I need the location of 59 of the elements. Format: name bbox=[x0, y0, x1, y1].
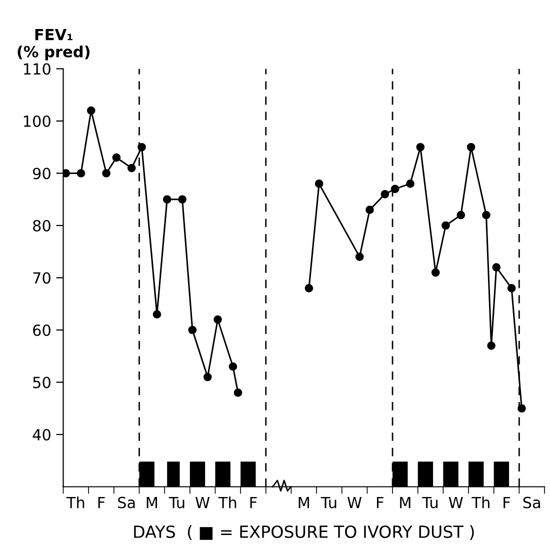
y-tick-label: 50 bbox=[33, 376, 50, 388]
point bbox=[112, 153, 121, 162]
point bbox=[380, 190, 390, 198]
point bbox=[162, 195, 172, 204]
point bbox=[214, 315, 222, 324]
x-tick-label: Th bbox=[218, 496, 236, 508]
point bbox=[203, 372, 212, 382]
x-tick-label: M bbox=[146, 496, 157, 508]
x-tick-label: F bbox=[250, 496, 257, 508]
y-tick-label: 80 bbox=[33, 220, 50, 232]
point bbox=[152, 310, 162, 318]
point bbox=[102, 169, 110, 178]
x-tick-label: M bbox=[400, 496, 410, 508]
x-tick-label: M bbox=[298, 496, 309, 508]
point bbox=[76, 169, 86, 178]
x-tick-label: W bbox=[347, 496, 362, 508]
x-tick-label: Sa bbox=[523, 496, 540, 508]
point bbox=[127, 164, 136, 172]
point bbox=[138, 142, 146, 152]
x-tick-label: W bbox=[196, 496, 210, 508]
point bbox=[406, 180, 414, 188]
x-tick-label: Tu bbox=[168, 496, 184, 508]
point bbox=[431, 268, 440, 277]
point bbox=[228, 362, 238, 371]
y-tick-label: 60 bbox=[33, 324, 50, 336]
point bbox=[366, 206, 374, 214]
point bbox=[487, 342, 496, 350]
point bbox=[466, 142, 476, 152]
point bbox=[234, 388, 242, 397]
point bbox=[416, 142, 425, 152]
y-tick-label: 70 bbox=[33, 272, 50, 284]
y-tick-label: 40 bbox=[32, 428, 50, 441]
point bbox=[188, 326, 197, 334]
point bbox=[456, 210, 466, 220]
point bbox=[314, 180, 324, 188]
y-tick-label: 100 bbox=[24, 115, 50, 128]
y-tick-label: 110 bbox=[24, 63, 50, 75]
x-tick-label: Th bbox=[66, 496, 84, 508]
x-tick-label: F bbox=[98, 496, 105, 508]
point bbox=[507, 284, 516, 292]
point bbox=[390, 184, 400, 194]
point bbox=[86, 106, 96, 115]
y-tick-label: 90 bbox=[32, 168, 50, 180]
x-tick-label: Tu bbox=[422, 496, 438, 508]
point bbox=[304, 284, 314, 292]
x-tick-label: F bbox=[504, 496, 510, 508]
point bbox=[482, 210, 490, 220]
point bbox=[518, 404, 526, 413]
point bbox=[355, 252, 364, 262]
x-axis-title: DAYS ( ■ = EXPOSURE TO IVORY DUST ) bbox=[134, 525, 474, 540]
x-tick-label: Sa bbox=[118, 496, 135, 508]
point bbox=[492, 263, 501, 272]
x-tick-label: F bbox=[376, 496, 384, 508]
y-axis-title: FEV₁ (% pred) bbox=[18, 28, 90, 60]
x-tick-label: W bbox=[448, 496, 463, 508]
point bbox=[178, 195, 186, 204]
x-tick-label: Tu bbox=[320, 496, 336, 508]
point bbox=[442, 221, 450, 230]
x-tick-label: Th bbox=[472, 496, 490, 508]
